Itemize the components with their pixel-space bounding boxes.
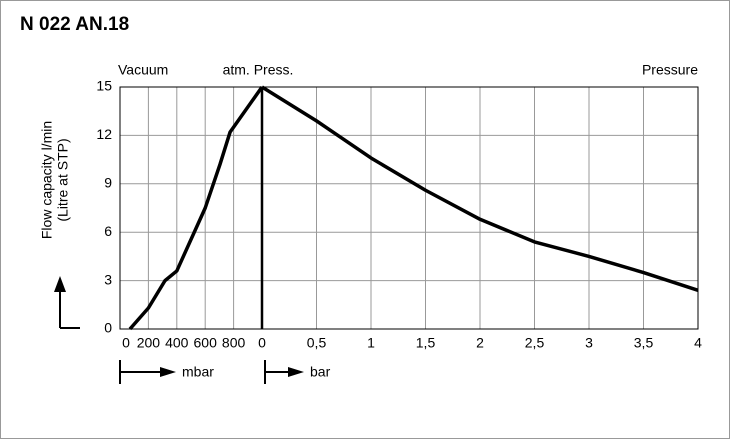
y-tick-label: 6	[104, 223, 112, 239]
y-tick-label: 3	[104, 271, 112, 287]
y-axis-label: Flow capacity l/min	[39, 121, 55, 239]
x-tick-label: 4	[694, 335, 702, 351]
arrow-head	[160, 367, 176, 377]
x-tick-label: 0	[258, 335, 266, 351]
annotation: Vacuum	[118, 62, 168, 78]
x-tick-label: 3	[585, 335, 593, 351]
y-tick-label: 12	[96, 126, 112, 142]
x-tick-label: 0,5	[307, 335, 327, 351]
x-tick-label: 1	[367, 335, 375, 351]
flow-line	[261, 85, 699, 292]
x-tick-label: 0	[122, 335, 130, 351]
x-tick-label: 2,5	[525, 335, 545, 351]
arrow-head	[54, 276, 66, 292]
y-axis-label: (Litre at STP)	[55, 138, 71, 221]
plot-frame	[119, 86, 699, 330]
y-tick-label: 9	[104, 175, 112, 191]
x-unit-label: bar	[310, 364, 331, 380]
x-unit-label: mbar	[182, 364, 214, 380]
x-tick-label: 3,5	[634, 335, 654, 351]
y-tick-label: 15	[96, 78, 112, 94]
x-tick-label: 1,5	[416, 335, 436, 351]
x-tick-label: 200	[137, 335, 161, 351]
x-tick-label: 600	[194, 335, 218, 351]
annotation: Pressure	[642, 62, 698, 78]
x-tick-label: 2	[476, 335, 484, 351]
y-tick-label: 0	[104, 320, 112, 336]
annotation: atm. Press.	[223, 62, 294, 78]
chart-title: N 022 AN.18	[20, 14, 129, 35]
arrow-head	[288, 367, 304, 377]
flow-line	[128, 85, 264, 331]
x-tick-label: 800	[222, 335, 246, 351]
x-tick-label: 400	[165, 335, 189, 351]
